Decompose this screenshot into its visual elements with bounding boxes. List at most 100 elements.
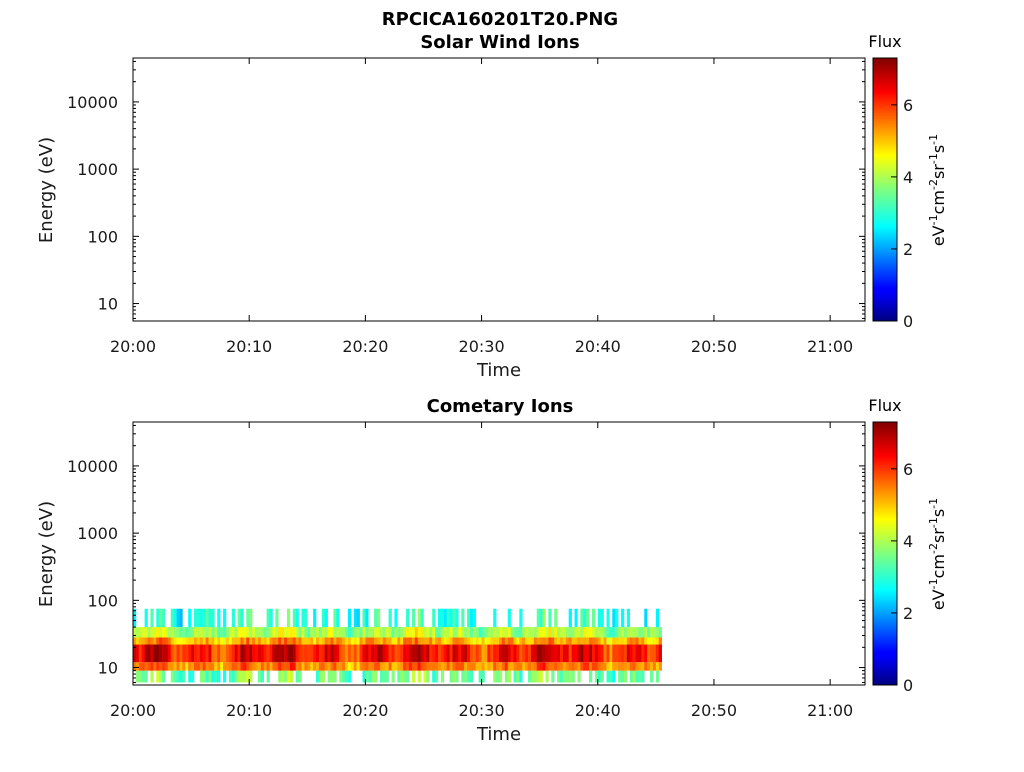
spectrogram-cell [533, 627, 538, 638]
spectrogram-cell [644, 637, 648, 645]
spectrogram-cell [580, 627, 584, 638]
spectrogram-cell [655, 608, 660, 628]
spectrogram-cell [327, 637, 331, 645]
spectrogram-cell [135, 662, 140, 671]
spectrogram-cell [618, 670, 622, 683]
spectrogram-cell [167, 637, 172, 645]
spectrogram-cell [594, 637, 599, 645]
spectrogram-cell [586, 637, 590, 645]
y-axis-ticks: 10 1000 10000 100 [67, 60, 865, 319]
spectrogram-cell [266, 670, 270, 683]
spectrogram-cell [362, 644, 366, 663]
spectrogram-cell [455, 627, 459, 638]
spectrogram-cell [626, 662, 631, 671]
spectrogram-cell [135, 627, 140, 638]
spectrogram-cell [176, 627, 180, 638]
spectrogram-cell [150, 627, 154, 638]
spectrogram-cell [583, 644, 587, 663]
spectrogram-cell [626, 627, 631, 638]
spectrogram-cell [644, 662, 648, 671]
spectrogram-cell [377, 637, 381, 645]
spectrogram-cell [487, 644, 491, 663]
spectrogram-cell [240, 644, 244, 663]
spectrogram-cell [333, 637, 337, 645]
spectrogram-cell [496, 644, 500, 663]
spectrogram-cell [211, 662, 215, 671]
spectrogram-cell [557, 670, 561, 683]
spectrogram-cell [507, 662, 511, 671]
spectrogram-cell [577, 670, 581, 683]
spectrogram-cell [446, 637, 450, 645]
spectrogram-cell [199, 627, 204, 638]
spectrogram-cell [214, 644, 218, 663]
spectrogram-cell [472, 662, 477, 671]
spectrogram-cell [194, 662, 198, 671]
spectrogram-cell [353, 637, 357, 645]
spectrogram-cell [162, 637, 166, 645]
spectrogram-cell [641, 627, 645, 638]
spectrogram-cell [382, 644, 387, 663]
spectrogram-cell [426, 637, 430, 645]
spectrogram-cell [551, 670, 555, 683]
spectrogram-cell [530, 644, 535, 663]
spectrogram-cell [449, 608, 453, 628]
spectrogram-cell [432, 670, 436, 683]
spectrogram-cell [432, 644, 436, 663]
spectrogram-cell [144, 627, 148, 638]
spectrogram-cell [519, 637, 523, 645]
spectrogram-cell [420, 608, 424, 628]
spectrogram-cell [237, 608, 241, 628]
spectrogram-cell [606, 662, 610, 671]
spectrogram-cell [629, 670, 633, 683]
spectrogram-cell [176, 637, 180, 645]
spectrogram-cell [223, 627, 227, 638]
spectrogram-cell [475, 637, 479, 645]
spectrogram-cell [621, 627, 625, 638]
spectrogram-cell [589, 662, 593, 671]
spectrogram-cell [150, 670, 154, 683]
spectrogram-cell [621, 670, 625, 683]
spectrogram-cell [484, 637, 488, 645]
spectrogram-cell [583, 637, 587, 645]
spectrogram-cell [420, 627, 424, 638]
spectrogram-cell [240, 662, 244, 671]
spectrogram-cell [525, 637, 529, 645]
spectrogram-cell [571, 637, 575, 645]
spectrogram-cell [240, 627, 244, 638]
spectrogram-cell [652, 637, 657, 645]
spectrogram-cell [403, 627, 407, 638]
spectrogram-cell [603, 644, 607, 663]
spectrogram-cell [202, 662, 206, 671]
spectrogram-cell [194, 608, 198, 628]
spectrogram-cell [147, 644, 151, 663]
spectrogram-cell [188, 637, 192, 645]
spectrogram-cell [266, 662, 270, 671]
spectrogram-cell [220, 627, 224, 638]
spectrogram-cell [266, 608, 270, 628]
y-axis-label: Energy (eV) [36, 501, 57, 607]
spectrogram-cell [313, 637, 317, 645]
spectrogram-cell [255, 627, 259, 638]
spectrogram-cell [217, 637, 221, 645]
spectrogram-cell [208, 608, 212, 628]
spectrogram-cell [141, 627, 145, 638]
spectrogram-cell [641, 670, 645, 683]
spectrogram-cell [464, 644, 468, 663]
spectrogram-cell [406, 670, 410, 683]
spectrogram-cell [371, 627, 375, 638]
spectrogram-cell [455, 662, 459, 671]
spectrogram-cell [249, 662, 253, 671]
spectrogram-cell [156, 644, 160, 663]
spectrogram-cell [600, 644, 604, 663]
spectrogram-cell [263, 627, 267, 638]
spectrogram-cell [644, 627, 648, 638]
spectrogram-cell [191, 627, 195, 638]
spectrogram-cell [353, 627, 357, 638]
spectrogram-cell [214, 662, 218, 671]
spectrogram-cell [260, 637, 265, 645]
spectrogram-cell [510, 627, 514, 638]
spectrogram-cell [304, 627, 308, 638]
spectrogram-cell [194, 644, 198, 663]
spectrogram-cell [423, 644, 427, 663]
spectrogram-cell [298, 644, 302, 663]
